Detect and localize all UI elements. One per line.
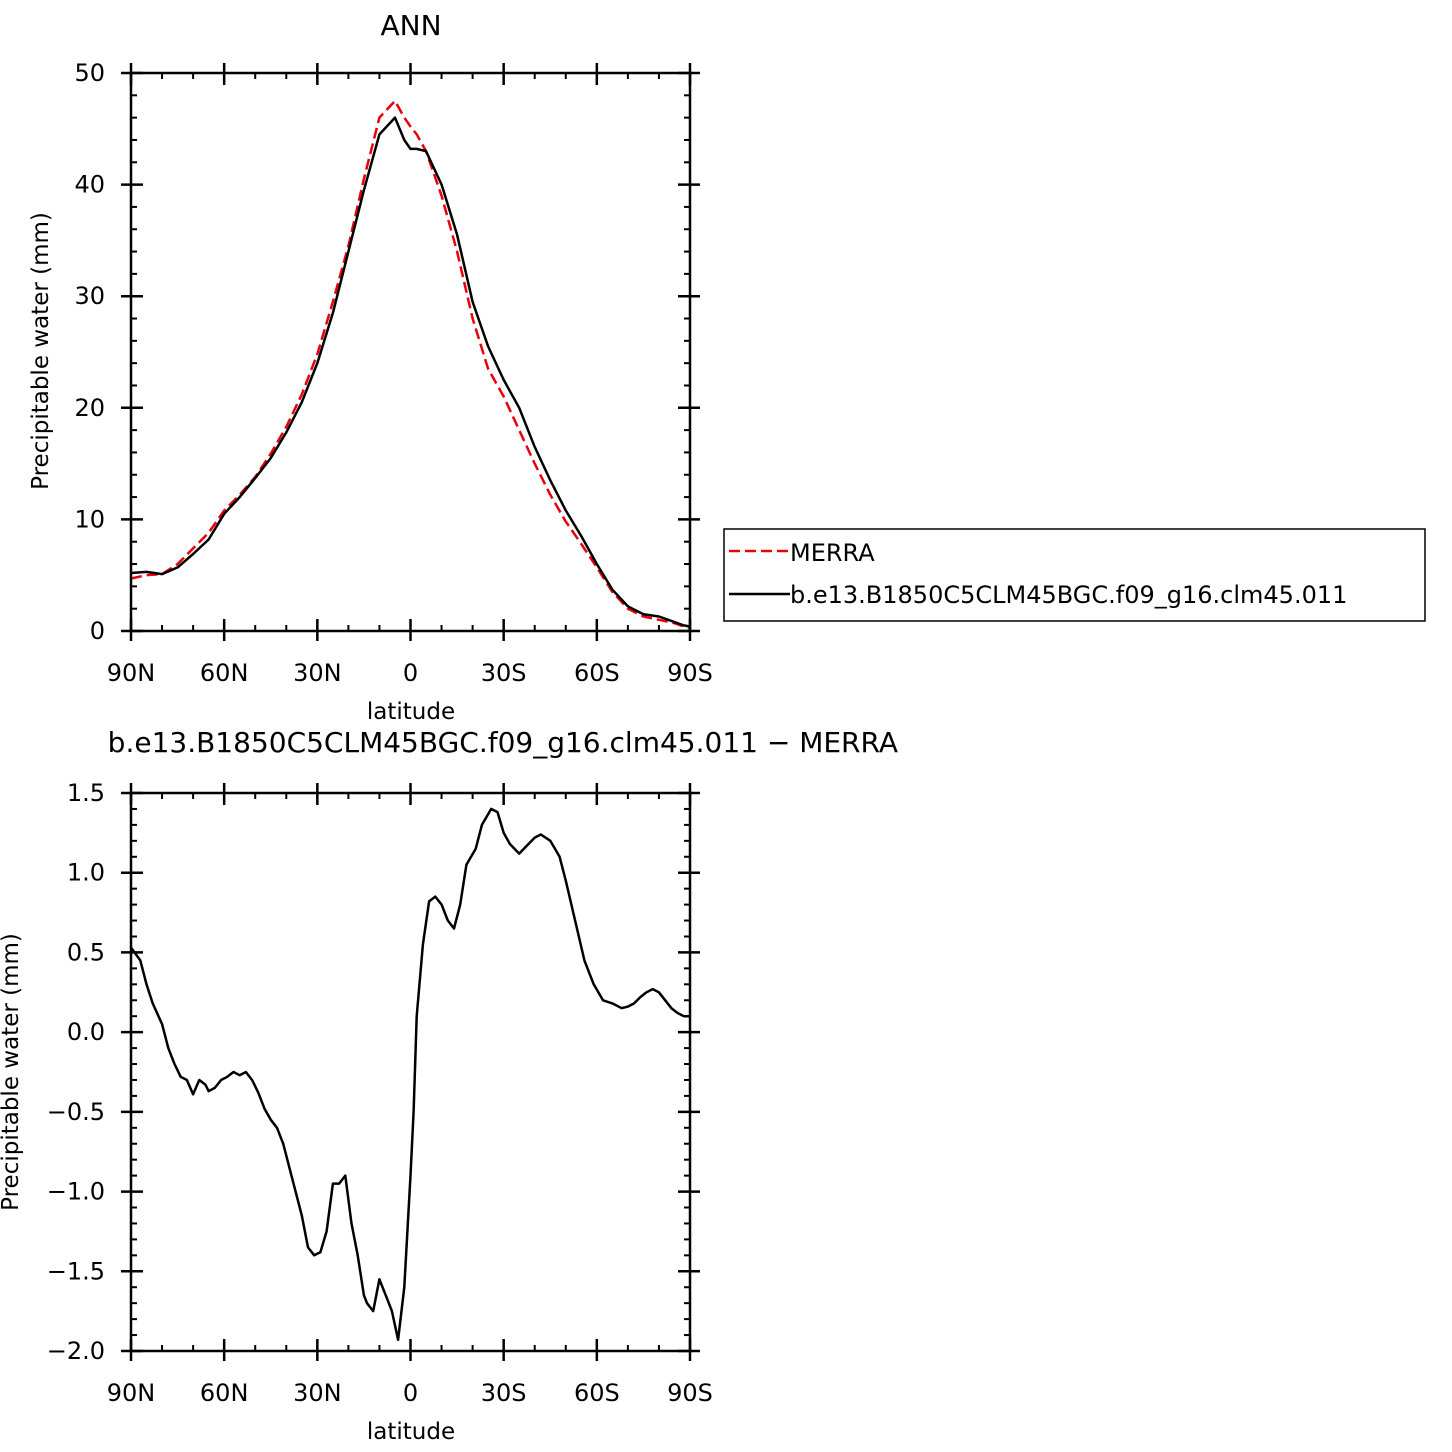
bottom-chart-plot-frame bbox=[129, 791, 692, 1353]
legend-label-model: b.e13.B1850C5CLM45BGC.f09_g16.clm45.011 bbox=[790, 581, 1347, 609]
bottom-chart-series-group bbox=[129, 807, 690, 1342]
y-tick-label: 20 bbox=[74, 394, 105, 422]
bottom-chart-panel: b.e13.B1850C5CLM45BGC.f09_g16.clm45.011 … bbox=[0, 726, 898, 1445]
x-tick-label: 0 bbox=[403, 1379, 418, 1407]
x-tick-label: 60N bbox=[200, 659, 249, 687]
top-chart-title: ANN bbox=[380, 9, 441, 42]
x-tick-label: 90N bbox=[107, 1379, 156, 1407]
y-tick-label: −0.5 bbox=[47, 1098, 105, 1126]
series-line-b-e13-b1850c5clm45bgc-f09-g16-clm45-011 bbox=[130, 116, 691, 628]
legend-box bbox=[723, 528, 1426, 622]
y-tick-label: 1.5 bbox=[67, 779, 105, 807]
y-tick-label: 0.5 bbox=[67, 938, 105, 966]
series-line-merra bbox=[130, 99, 691, 629]
x-tick-label: 60S bbox=[574, 659, 620, 687]
legend-label-merra: MERRA bbox=[790, 539, 875, 567]
top-chart-series-group bbox=[130, 99, 691, 629]
y-tick-label: 50 bbox=[74, 59, 105, 87]
x-tick-label: 30S bbox=[481, 659, 527, 687]
top-chart-plot-frame bbox=[129, 71, 692, 633]
x-tick-label: 60S bbox=[574, 1379, 620, 1407]
x-tick-label: 0 bbox=[403, 659, 418, 687]
top-chart-ticks bbox=[121, 63, 700, 641]
y-tick-label: −1.5 bbox=[47, 1257, 105, 1285]
y-tick-label: 40 bbox=[74, 171, 105, 199]
x-tick-label: 90N bbox=[107, 659, 156, 687]
y-tick-label: 0 bbox=[90, 617, 105, 645]
bottom-chart-y-axis-label: Precipitable water (mm) bbox=[0, 933, 24, 1211]
x-tick-label: 90S bbox=[667, 659, 713, 687]
top-chart-tick-labels: 90N 60N 30N 0 30S 60S 90S 0 10 20 30 40 50 bbox=[74, 59, 712, 687]
bottom-chart-ticks bbox=[121, 783, 700, 1361]
y-tick-label: 30 bbox=[74, 282, 105, 310]
bottom-chart-title: b.e13.B1850C5CLM45BGC.f09_g16.clm45.011 … bbox=[108, 726, 898, 759]
x-tick-label: 30S bbox=[481, 1379, 527, 1407]
top-chart-panel: ANN Precipitable water (mm) latitude 90N… bbox=[28, 9, 713, 725]
y-tick-label: −2.0 bbox=[47, 1337, 105, 1365]
top-chart-x-axis-label: latitude bbox=[367, 699, 455, 725]
top-chart-y-axis-label: Precipitable water (mm) bbox=[28, 212, 54, 490]
y-tick-label: 1.0 bbox=[67, 859, 105, 887]
bottom-chart-tick-labels: 90N 60N 30N 0 30S 60S 90S −2.0 −1.5 −1.0 −0.5 0.0 0.… bbox=[47, 779, 713, 1407]
x-tick-label: 60N bbox=[200, 1379, 249, 1407]
y-tick-label: −1.0 bbox=[47, 1178, 105, 1206]
chart-legend: MERRA b.e13.B1850C5CLM45BGC.f09_g16.clm4… bbox=[723, 528, 1426, 622]
x-tick-label: 90S bbox=[667, 1379, 713, 1407]
bottom-chart-x-axis-label: latitude bbox=[367, 1419, 455, 1445]
y-tick-label: 10 bbox=[74, 505, 105, 533]
x-tick-label: 30N bbox=[293, 659, 342, 687]
series-line-difference bbox=[129, 807, 690, 1342]
x-tick-label: 30N bbox=[293, 1379, 342, 1407]
y-tick-label: 0.0 bbox=[67, 1018, 105, 1046]
